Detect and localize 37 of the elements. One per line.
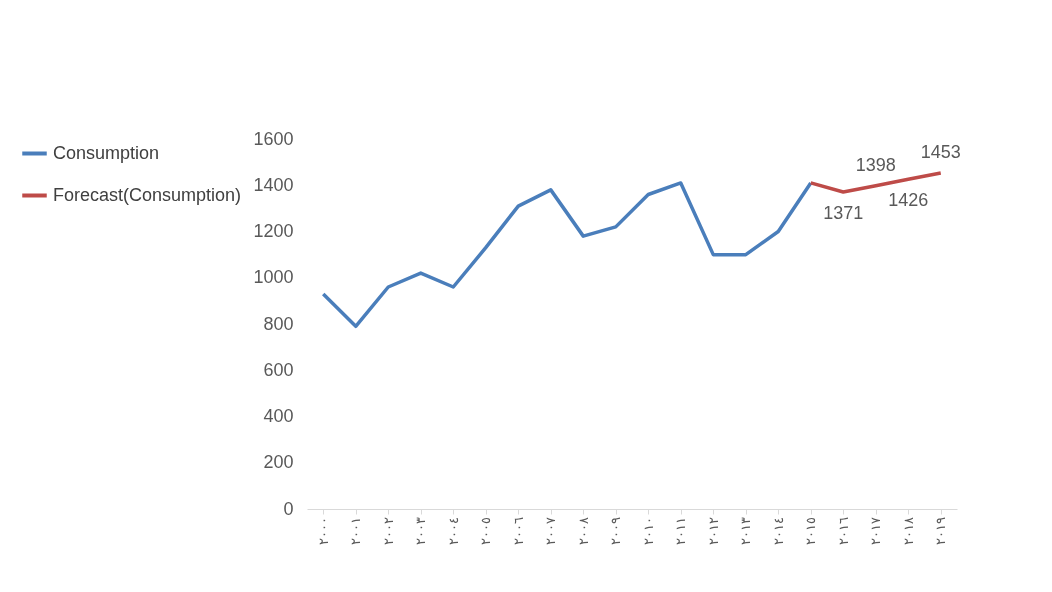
- x-tick-label: ٢٠١٣: [738, 516, 754, 545]
- data-label: 1371: [823, 202, 864, 223]
- x-tick-label: ٢٠٠١: [348, 516, 364, 545]
- y-tick-label: 1200: [253, 221, 294, 241]
- x-tick-label: ٢٠٠٥: [478, 516, 494, 545]
- y-tick-label: 1000: [253, 267, 294, 288]
- x-tick-label: ٢٠١٢: [705, 516, 721, 545]
- line-series: [321, 181, 813, 329]
- x-tick-label: ٢٠٠٨: [575, 516, 591, 545]
- x-tick-label: ٢٠١٨: [900, 516, 916, 545]
- x-tick-label: ٢٠١٠: [640, 516, 656, 545]
- x-tick-label: ٢٠١١: [673, 516, 689, 545]
- x-tick-label: ٢٠٠٧: [543, 516, 559, 545]
- y-tick-label: 800: [263, 313, 294, 334]
- x-tick-label: ٢٠٠٦: [510, 516, 526, 545]
- x-tick-label: ٢٠٠٢: [380, 516, 396, 545]
- y-tick-label: 0: [283, 498, 294, 519]
- y-tick-label: 1400: [253, 174, 294, 195]
- x-tick-label: ٢٠١٩: [933, 516, 949, 545]
- x-tick-label: ٢٠١٧: [868, 516, 884, 545]
- y-tick-label: 1600: [253, 128, 294, 149]
- y-tick-label: 600: [263, 359, 294, 380]
- x-tick-label: ٢٠٠٣: [413, 516, 429, 545]
- x-tick-label: ٢٠١٦: [835, 516, 851, 545]
- legend-label: Forecast(Consumption): [53, 184, 242, 205]
- y-tick-label: 400: [263, 406, 294, 426]
- legend-label: Consumption: [53, 142, 160, 163]
- x-tick-label: ٢٠١٥: [803, 516, 819, 545]
- data-label: 1398: [855, 154, 896, 175]
- x-tick-label: ٢٠١٤: [770, 516, 786, 545]
- data-label: 1426: [888, 190, 929, 211]
- data-label: 1453: [920, 141, 961, 162]
- x-tick-label: ٢٠٠٤: [445, 516, 461, 545]
- y-tick-label: 200: [263, 452, 294, 473]
- x-tick-label: ٢٠٠٠: [315, 516, 331, 545]
- line-series: [809, 171, 943, 194]
- x-tick-label: ٢٠٠٩: [608, 516, 624, 545]
